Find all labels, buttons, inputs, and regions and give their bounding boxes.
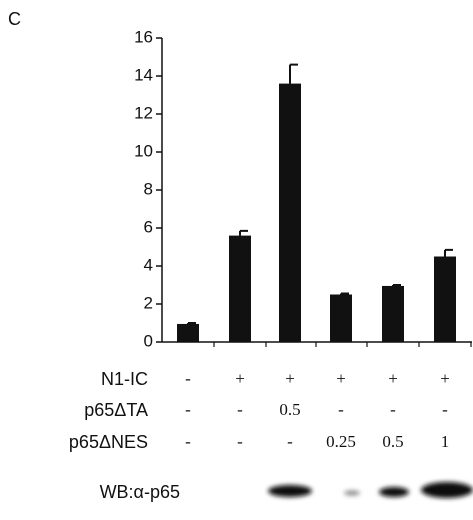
bar xyxy=(382,286,404,342)
cell: - xyxy=(237,432,243,451)
cell: + xyxy=(388,369,398,388)
error-bar xyxy=(240,231,248,236)
bar xyxy=(330,295,352,343)
y-tick-label: 6 xyxy=(144,217,153,236)
y-tick-label: 14 xyxy=(134,65,153,84)
y-tick-label: 0 xyxy=(144,331,153,350)
blot-band xyxy=(268,485,312,497)
cell: 0.5 xyxy=(382,432,403,451)
error-bar xyxy=(341,294,349,295)
cell: 0.5 xyxy=(279,400,300,419)
y-tick-label: 8 xyxy=(144,179,153,198)
cell: + xyxy=(440,369,450,388)
cell: + xyxy=(285,369,295,388)
y-tick-label: 10 xyxy=(134,141,153,160)
cell: - xyxy=(185,432,191,451)
row-label: N1-IC xyxy=(101,369,148,389)
y-tick-label: 12 xyxy=(134,103,153,122)
blot-band xyxy=(421,482,473,498)
y-tick-label: 4 xyxy=(144,255,153,274)
cell: - xyxy=(390,400,396,419)
cell: + xyxy=(336,369,346,388)
blot-band xyxy=(344,491,360,496)
bar xyxy=(177,324,199,342)
error-bar xyxy=(393,285,401,286)
cell: - xyxy=(185,400,191,419)
bar xyxy=(229,236,251,342)
cell: - xyxy=(185,369,191,388)
cell: 1 xyxy=(441,432,450,451)
error-bar xyxy=(445,250,453,257)
cell: - xyxy=(237,400,243,419)
y-tick-label: 16 xyxy=(134,27,153,46)
cell: 0.25 xyxy=(326,432,356,451)
figure: C WB:α-p65 0 2 4 6 8 10 12 14 16 N1-IC - + + + + + p65ΔT… xyxy=(0,0,473,520)
cell: - xyxy=(338,400,344,419)
blot-label: WB:α-p65 xyxy=(100,482,180,502)
cell: + xyxy=(235,369,245,388)
y-tick-label: 2 xyxy=(144,293,153,312)
error-bar xyxy=(188,323,196,324)
row-label: p65ΔNES xyxy=(69,432,148,452)
bar xyxy=(279,84,301,342)
cell: - xyxy=(442,400,448,419)
panel-label: C xyxy=(8,9,21,29)
error-bar xyxy=(290,65,298,84)
blot-band xyxy=(379,487,409,497)
bar xyxy=(434,257,456,343)
row-label: p65ΔTA xyxy=(84,400,148,420)
cell: - xyxy=(287,432,293,451)
western-blot xyxy=(268,482,473,498)
